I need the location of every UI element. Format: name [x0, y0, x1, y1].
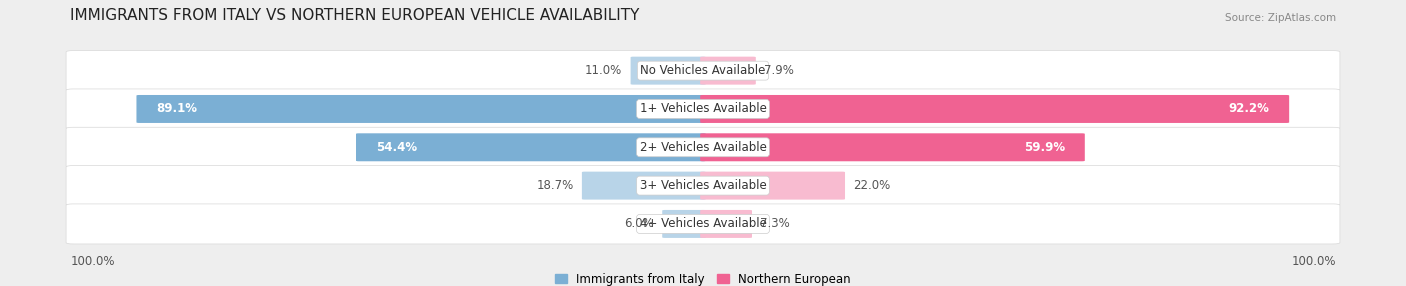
- FancyBboxPatch shape: [66, 51, 1340, 91]
- FancyBboxPatch shape: [582, 172, 706, 200]
- FancyBboxPatch shape: [66, 204, 1340, 244]
- FancyBboxPatch shape: [136, 95, 706, 123]
- Text: 22.0%: 22.0%: [853, 179, 890, 192]
- FancyBboxPatch shape: [356, 133, 706, 161]
- FancyBboxPatch shape: [66, 89, 1340, 129]
- Text: 92.2%: 92.2%: [1229, 102, 1270, 116]
- Text: 89.1%: 89.1%: [156, 102, 197, 116]
- FancyBboxPatch shape: [700, 172, 845, 200]
- Text: 6.0%: 6.0%: [624, 217, 654, 231]
- FancyBboxPatch shape: [700, 210, 752, 238]
- FancyBboxPatch shape: [66, 166, 1340, 206]
- Text: 100.0%: 100.0%: [70, 255, 115, 267]
- Text: 11.0%: 11.0%: [585, 64, 621, 77]
- Text: 1+ Vehicles Available: 1+ Vehicles Available: [640, 102, 766, 116]
- Text: Source: ZipAtlas.com: Source: ZipAtlas.com: [1225, 13, 1336, 23]
- Text: 100.0%: 100.0%: [1291, 255, 1336, 267]
- FancyBboxPatch shape: [700, 57, 756, 85]
- Text: 7.3%: 7.3%: [761, 217, 790, 231]
- Text: 7.9%: 7.9%: [765, 64, 794, 77]
- FancyBboxPatch shape: [66, 127, 1340, 167]
- Text: No Vehicles Available: No Vehicles Available: [640, 64, 766, 77]
- Text: IMMIGRANTS FROM ITALY VS NORTHERN EUROPEAN VEHICLE AVAILABILITY: IMMIGRANTS FROM ITALY VS NORTHERN EUROPE…: [70, 8, 640, 23]
- FancyBboxPatch shape: [630, 57, 706, 85]
- Text: 2+ Vehicles Available: 2+ Vehicles Available: [640, 141, 766, 154]
- Text: 3+ Vehicles Available: 3+ Vehicles Available: [640, 179, 766, 192]
- FancyBboxPatch shape: [700, 133, 1085, 161]
- Text: 54.4%: 54.4%: [375, 141, 416, 154]
- Text: 4+ Vehicles Available: 4+ Vehicles Available: [640, 217, 766, 231]
- Text: 59.9%: 59.9%: [1024, 141, 1066, 154]
- FancyBboxPatch shape: [700, 95, 1289, 123]
- FancyBboxPatch shape: [662, 210, 706, 238]
- Text: 18.7%: 18.7%: [536, 179, 574, 192]
- Legend: Immigrants from Italy, Northern European: Immigrants from Italy, Northern European: [555, 273, 851, 286]
